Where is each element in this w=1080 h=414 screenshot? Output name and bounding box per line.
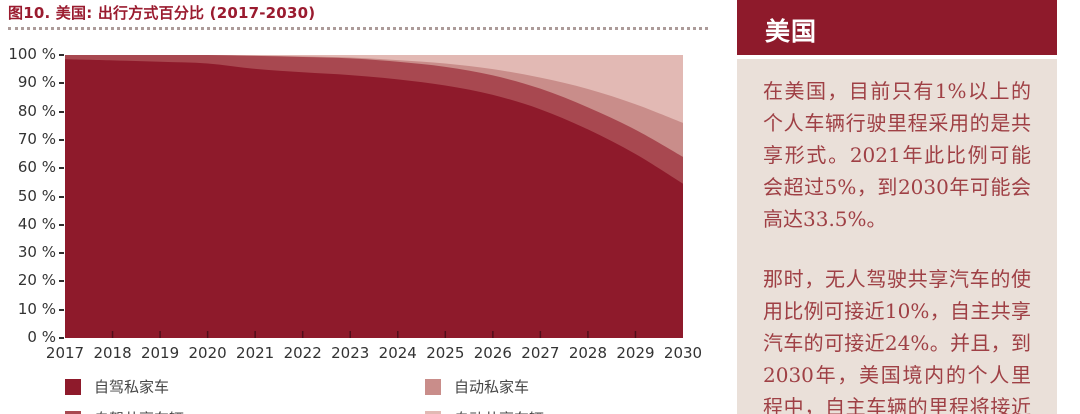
x-axis-label: 2022	[283, 344, 322, 362]
sidebar-paragraph-2: 那时，无人驾驶共享汽车的使用比例可接近10%，自主共享汽车的可接近24%。并且，…	[763, 267, 1031, 414]
chart-legend: 自驾私家车 自动私家车自驾共享车辆 自动共享车辆	[65, 376, 544, 414]
x-axis-label: 2020	[188, 344, 227, 362]
legend-label: 自驾共享车辆	[94, 408, 184, 414]
y-axis-label: 100 %	[8, 45, 56, 63]
legend-label: 自动共享车辆	[454, 408, 544, 414]
x-axis-label: 2019	[140, 344, 180, 362]
legend-label: 自动私家车	[454, 378, 530, 396]
y-axis-tick	[59, 195, 64, 198]
y-axis-label: 50 %	[17, 186, 56, 205]
x-axis-label: 2025	[426, 344, 465, 362]
sidebar-body: 在美国，目前只有1%以上的个人车辆行驶里程采用的是共享形式。2021年此比例可能…	[737, 59, 1057, 414]
x-axis-tick	[254, 331, 256, 338]
legend-item: 自动共享车辆	[425, 408, 544, 414]
legend-swatch	[425, 410, 441, 414]
x-axis-tick	[444, 331, 447, 338]
y-axis-label: 80 %	[17, 101, 56, 120]
x-axis-tick	[539, 331, 542, 338]
x-axis-tick	[587, 331, 589, 338]
y-axis-label: 0 %	[27, 328, 56, 346]
legend-swatch	[65, 378, 81, 395]
y-axis-label: 20 %	[17, 271, 56, 290]
area-series-自驾私家车	[65, 59, 683, 338]
x-axis-label: 2024	[378, 344, 417, 362]
y-axis-label: 90 %	[17, 73, 56, 92]
sidebar-title: 美国	[737, 0, 1057, 55]
legend-label: 自驾私家车	[94, 378, 170, 396]
y-axis-tick	[59, 280, 64, 283]
x-axis-tick	[159, 331, 161, 338]
x-axis-tick	[492, 331, 494, 338]
x-axis-tick	[111, 331, 114, 338]
y-axis-tick	[59, 138, 64, 141]
x-axis-tick	[397, 331, 399, 338]
y-axis-tick	[59, 223, 64, 226]
sidebar: 美国 在美国，目前只有1%以上的个人车辆行驶里程采用的是共享形式。2021年此比…	[737, 0, 1057, 414]
x-axis-tick	[634, 331, 637, 338]
chart-title: 图10. 美国: 出行方式百分比 (2017-2030)	[8, 4, 316, 22]
dotted-rule	[8, 27, 708, 30]
x-axis-label: 2030	[663, 344, 703, 362]
x-axis-label: 2026	[473, 344, 512, 362]
x-axis-label: 2023	[331, 344, 370, 362]
y-axis-tick	[59, 308, 64, 311]
y-axis-label: 60 %	[17, 158, 56, 177]
y-axis-label: 70 %	[17, 129, 56, 148]
y-axis-tick	[59, 54, 64, 56]
x-axis-label: 2017	[45, 344, 85, 362]
legend-item: 自动私家车	[425, 376, 544, 397]
x-axis-label: 2021	[236, 344, 275, 362]
y-axis-tick	[59, 337, 64, 339]
y-axis-tick	[59, 252, 64, 255]
y-axis-tick	[59, 110, 64, 113]
legend-item: 自驾共享车辆	[65, 408, 425, 414]
legend-item: 自驾私家车	[65, 376, 425, 397]
legend-swatch	[425, 378, 441, 395]
y-axis-tick	[59, 167, 64, 170]
x-axis-label: 2027	[521, 344, 560, 362]
legend-swatch	[65, 410, 81, 414]
x-axis-label: 2028	[568, 344, 608, 362]
sidebar-paragraph-1: 在美国，目前只有1%以上的个人车辆行驶里程采用的是共享形式。2021年此比例可能…	[763, 79, 1031, 231]
x-axis-tick	[349, 331, 351, 338]
x-axis-label: 2029	[616, 344, 655, 362]
x-axis-tick	[301, 331, 304, 338]
y-axis-label: 10 %	[17, 299, 56, 318]
stacked-area-plot	[65, 55, 683, 338]
x-axis-tick	[206, 331, 209, 338]
y-axis-label: 30 %	[17, 243, 56, 262]
y-axis-label: 40 %	[17, 214, 56, 233]
y-axis-tick	[59, 82, 64, 85]
x-axis-label: 2018	[93, 344, 132, 362]
